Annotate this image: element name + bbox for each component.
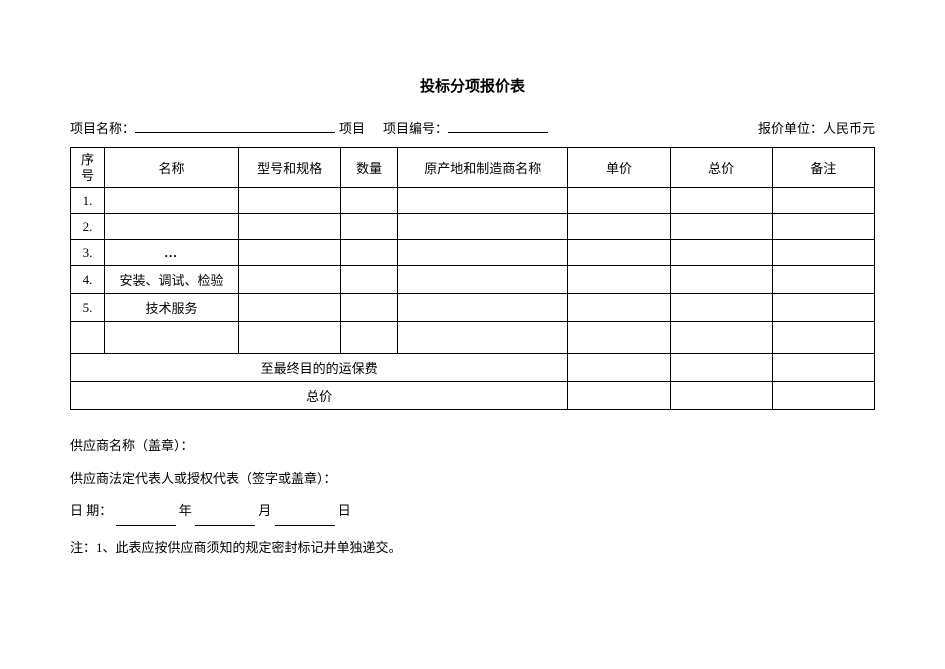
cell-spec[interactable] bbox=[239, 188, 341, 214]
project-name-field[interactable] bbox=[135, 119, 335, 133]
cell-note[interactable] bbox=[772, 240, 874, 266]
day-label: 日 bbox=[338, 503, 351, 518]
table-row: 5.技术服务 bbox=[71, 294, 875, 322]
month-field[interactable] bbox=[195, 512, 255, 526]
legal-rep-line: 供应商法定代表人或授权代表（签字或盖章）： bbox=[70, 465, 875, 494]
col-spec: 型号和规格 bbox=[239, 148, 341, 188]
blank-row bbox=[71, 322, 875, 354]
month-label: 月 bbox=[258, 503, 271, 518]
cell[interactable] bbox=[772, 322, 874, 354]
col-origin: 原产地和制造商名称 bbox=[398, 148, 568, 188]
header-row: 项目名称： 项目 项目编号： 报价单位：人民币元 bbox=[70, 118, 875, 137]
cell-qty[interactable] bbox=[341, 294, 398, 322]
cell-origin[interactable] bbox=[398, 240, 568, 266]
cell-seq[interactable]: 3. bbox=[71, 240, 105, 266]
cell-note[interactable] bbox=[772, 214, 874, 240]
cell-unit[interactable] bbox=[568, 294, 670, 322]
cell-spec[interactable] bbox=[239, 240, 341, 266]
cell[interactable] bbox=[670, 354, 772, 382]
cell-qty[interactable] bbox=[341, 214, 398, 240]
cell-origin[interactable] bbox=[398, 188, 568, 214]
project-number-group: 项目编号： bbox=[373, 118, 548, 137]
col-seq: 序号 bbox=[71, 148, 105, 188]
cell-spec[interactable] bbox=[239, 294, 341, 322]
quotation-table: 序号 名称 型号和规格 数量 原产地和制造商名称 单价 总价 备注 1.2.3.… bbox=[70, 147, 875, 410]
project-name-group: 项目名称： 项目 bbox=[70, 118, 365, 137]
col-name: 名称 bbox=[105, 148, 239, 188]
cell[interactable] bbox=[670, 322, 772, 354]
date-line: 日 期： 年 月 日 bbox=[70, 497, 875, 526]
cell[interactable] bbox=[568, 322, 670, 354]
cell-total[interactable] bbox=[670, 294, 772, 322]
cell-name[interactable]: … bbox=[105, 240, 239, 266]
year-field[interactable] bbox=[116, 512, 176, 526]
cell-name[interactable]: 技术服务 bbox=[105, 294, 239, 322]
cell-qty[interactable] bbox=[341, 188, 398, 214]
day-field[interactable] bbox=[275, 512, 335, 526]
cell[interactable] bbox=[239, 322, 341, 354]
table-header-row: 序号 名称 型号和规格 数量 原产地和制造商名称 单价 总价 备注 bbox=[71, 148, 875, 188]
table-row: 3.… bbox=[71, 240, 875, 266]
cell-unit[interactable] bbox=[568, 188, 670, 214]
quote-unit: 报价单位：人民币元 bbox=[758, 118, 875, 137]
cell-qty[interactable] bbox=[341, 266, 398, 294]
cell[interactable] bbox=[670, 382, 772, 410]
col-note: 备注 bbox=[772, 148, 874, 188]
note-line: 注：1、此表应按供应商须知的规定密封标记并单独递交。 bbox=[70, 534, 875, 563]
total-label: 总价 bbox=[71, 382, 568, 410]
project-name-label: 项目名称： bbox=[70, 118, 135, 137]
total-row: 总价 bbox=[71, 382, 875, 410]
page-title: 投标分项报价表 bbox=[70, 75, 875, 96]
cell-spec[interactable] bbox=[239, 266, 341, 294]
project-number-field[interactable] bbox=[448, 119, 548, 133]
cell-note[interactable] bbox=[772, 266, 874, 294]
cell-seq[interactable]: 5. bbox=[71, 294, 105, 322]
cell[interactable] bbox=[568, 382, 670, 410]
col-qty: 数量 bbox=[341, 148, 398, 188]
project-suffix: 项目 bbox=[339, 118, 365, 137]
shipping-label: 至最终目的的运保费 bbox=[71, 354, 568, 382]
shipping-row: 至最终目的的运保费 bbox=[71, 354, 875, 382]
table-row: 1. bbox=[71, 188, 875, 214]
cell[interactable] bbox=[772, 354, 874, 382]
col-unit-price: 单价 bbox=[568, 148, 670, 188]
cell-origin[interactable] bbox=[398, 266, 568, 294]
cell-unit[interactable] bbox=[568, 214, 670, 240]
cell-unit[interactable] bbox=[568, 266, 670, 294]
project-number-label: 项目编号： bbox=[383, 118, 448, 137]
cell-name[interactable] bbox=[105, 214, 239, 240]
col-seq-text: 序号 bbox=[75, 152, 100, 183]
cell-seq[interactable]: 4. bbox=[71, 266, 105, 294]
table-row: 4.安装、调试、检验 bbox=[71, 266, 875, 294]
cell[interactable] bbox=[398, 322, 568, 354]
cell-total[interactable] bbox=[670, 214, 772, 240]
supplier-name-line: 供应商名称（盖章）： bbox=[70, 432, 875, 461]
cell-name[interactable] bbox=[105, 188, 239, 214]
cell-note[interactable] bbox=[772, 294, 874, 322]
footer: 供应商名称（盖章）： 供应商法定代表人或授权代表（签字或盖章）： 日 期： 年 … bbox=[70, 432, 875, 562]
cell-seq[interactable]: 2. bbox=[71, 214, 105, 240]
cell-qty[interactable] bbox=[341, 240, 398, 266]
cell-origin[interactable] bbox=[398, 214, 568, 240]
cell-total[interactable] bbox=[670, 266, 772, 294]
date-label: 日 期： bbox=[70, 503, 112, 518]
cell-spec[interactable] bbox=[239, 214, 341, 240]
cell[interactable] bbox=[772, 382, 874, 410]
year-label: 年 bbox=[179, 503, 192, 518]
cell-origin[interactable] bbox=[398, 294, 568, 322]
cell-unit[interactable] bbox=[568, 240, 670, 266]
cell[interactable] bbox=[71, 322, 105, 354]
table-row: 2. bbox=[71, 214, 875, 240]
cell-total[interactable] bbox=[670, 188, 772, 214]
cell[interactable] bbox=[105, 322, 239, 354]
cell-total[interactable] bbox=[670, 240, 772, 266]
col-total-price: 总价 bbox=[670, 148, 772, 188]
cell[interactable] bbox=[341, 322, 398, 354]
cell-name[interactable]: 安装、调试、检验 bbox=[105, 266, 239, 294]
cell-note[interactable] bbox=[772, 188, 874, 214]
cell-seq[interactable]: 1. bbox=[71, 188, 105, 214]
cell[interactable] bbox=[568, 354, 670, 382]
